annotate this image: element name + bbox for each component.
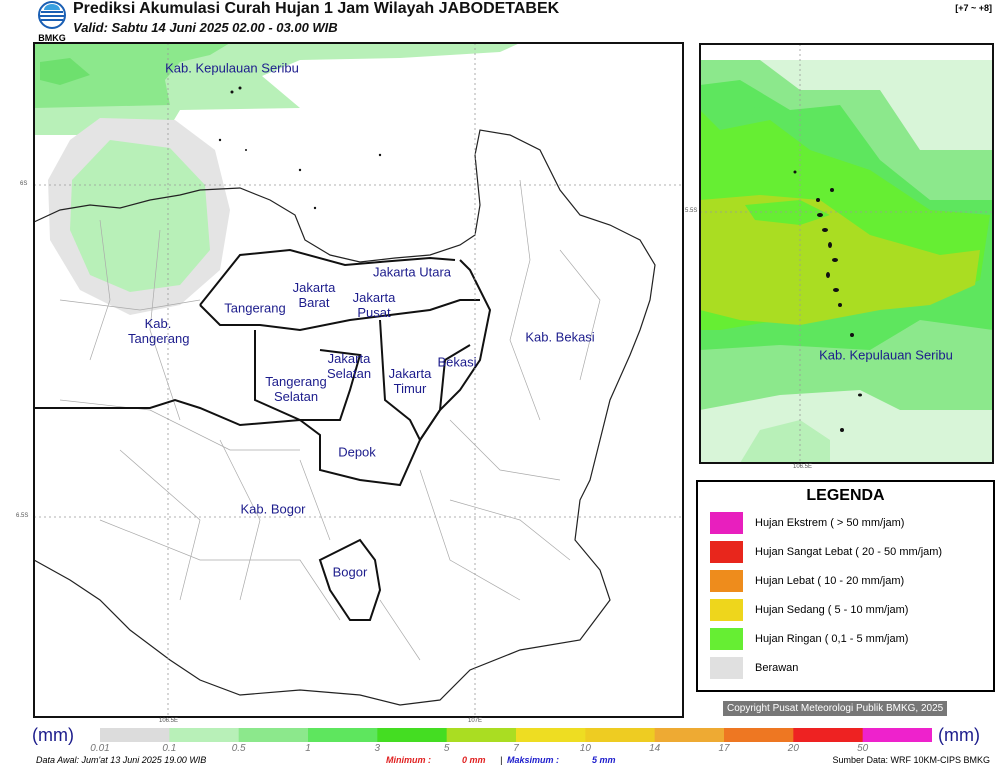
colorbar-segment	[862, 728, 932, 742]
colorbar-tick: 5	[443, 743, 450, 754]
legend-label: Hujan Ringan ( 0,1 - 5 mm/jam)	[755, 633, 909, 645]
legend-item: Hujan Sedang ( 5 - 10 mm/jam)	[710, 599, 908, 621]
legend-item: Hujan Ringan ( 0,1 - 5 mm/jam)	[710, 628, 908, 650]
inset-map	[699, 43, 994, 464]
region-label: Kab. Bekasi	[525, 329, 595, 345]
source: Sumber Data: WRF 10KM-CIPS BMKG	[832, 755, 990, 765]
lat-label: 6.5S	[16, 513, 29, 519]
colorbar-tick: 20	[787, 743, 799, 754]
legend-swatch	[710, 628, 743, 650]
lon-label: 106.5E	[159, 718, 179, 724]
region-label: Jakarta Pusat	[352, 290, 396, 320]
legend-swatch	[710, 512, 743, 534]
colorbar-tick: 14	[649, 743, 661, 754]
legend-title: LEGENDA	[806, 487, 885, 504]
legend-label: Hujan Sangat Lebat ( 20 - 50 mm/jam)	[755, 546, 943, 558]
legend: LEGENDA Hujan Ekstrem ( > 50 mm/jam) Huja…	[696, 480, 995, 692]
colorbar-segment	[585, 728, 656, 742]
colorbar-segment	[516, 728, 586, 742]
colorbar	[100, 728, 932, 742]
legend-swatch	[710, 570, 743, 592]
title: Prediksi Akumulasi Curah Hujan 1 Jam Wil…	[73, 0, 560, 17]
colorbar-segment	[377, 728, 448, 742]
valid-time: Valid: Sabtu 14 Juni 2025 02.00 - 03.00 …	[73, 20, 338, 35]
region-label: Tangerang Selatan	[265, 374, 327, 404]
main-map	[33, 42, 684, 718]
lon-label: 107E	[468, 718, 483, 724]
separator: |	[500, 755, 503, 765]
legend-label: Hujan Ekstrem ( > 50 mm/jam)	[755, 517, 905, 529]
legend-swatch	[710, 657, 743, 679]
legend-label: Hujan Sedang ( 5 - 10 mm/jam)	[755, 604, 909, 616]
region-label: Jakarta Selatan	[326, 351, 372, 381]
legend-item: Berawan	[710, 657, 798, 679]
colorbar-tick: 0.5	[231, 743, 246, 754]
legend-label: Hujan Lebat ( 10 - 20 mm/jam)	[755, 575, 905, 587]
colorbar-tick: 0.1	[162, 743, 177, 754]
region-label: Bogor	[332, 564, 368, 580]
colorbar-segment	[238, 728, 309, 742]
legend-label: Berawan	[755, 662, 799, 674]
colorbar-tick: 7	[513, 743, 519, 754]
legend-item: Hujan Sangat Lebat ( 20 - 50 mm/jam)	[710, 541, 942, 563]
legend-item: Hujan Ekstrem ( > 50 mm/jam)	[710, 512, 904, 534]
colorbar-segment	[446, 728, 517, 742]
colorbar-tick: 1	[305, 743, 311, 754]
region-label: Depok	[338, 444, 376, 460]
colorbar-tick: 10	[579, 743, 591, 754]
legend-swatch	[710, 541, 743, 563]
inset-label: Kab. Kepulauan Seribu	[819, 347, 953, 363]
forecast-range: [+7 ~ +8]	[955, 3, 992, 13]
minimum-label: Minimum :	[386, 755, 431, 765]
lon-label: 106.5E	[793, 464, 813, 470]
region-label: Kab. Bogor	[240, 501, 306, 517]
colorbar-segment	[169, 728, 240, 742]
colorbar-segment	[100, 728, 170, 742]
maximum-value: 5 mm	[592, 755, 616, 765]
copyright: Copyright Pusat Meteorologi Publik BMKG,…	[723, 701, 948, 716]
colorbar-tick: 0.01	[90, 743, 110, 754]
colorbar-segment	[308, 728, 378, 742]
minimum-value: 0 mm	[462, 755, 486, 765]
legend-item: Hujan Lebat ( 10 - 20 mm/jam)	[710, 570, 904, 592]
lat-label: 6S	[20, 181, 28, 187]
colorbar-segment	[793, 728, 864, 742]
logo-text: BMKG	[38, 33, 66, 43]
region-label: Jakarta Barat	[292, 280, 336, 310]
colorbar-unit: (mm)	[32, 725, 74, 745]
region-label: Jakarta Utara	[372, 264, 452, 280]
colorbar-tick: 3	[374, 743, 381, 754]
legend-swatch	[710, 599, 743, 621]
data-awal: Data Awal: Jum'at 13 Juni 2025 19.00 WIB	[36, 755, 207, 765]
lat-label: 5.5S	[685, 208, 698, 214]
colorbar-segment	[654, 728, 725, 742]
colorbar-tick: 17	[718, 743, 730, 754]
colorbar-segment	[724, 728, 794, 742]
colorbar-tick: 50	[857, 743, 869, 754]
region-label: Kab. Tangerang	[128, 316, 190, 346]
region-label: Kab. Kepulauan Seribu	[165, 60, 299, 76]
maximum-label: Maksimum :	[507, 755, 560, 765]
logo: BMKG	[38, 1, 66, 43]
colorbar-unit: (mm)	[938, 725, 980, 745]
region-label: Jakarta Timur	[388, 366, 432, 396]
region-label: Tangerang	[224, 300, 286, 316]
region-label: Bekasi	[437, 354, 477, 370]
